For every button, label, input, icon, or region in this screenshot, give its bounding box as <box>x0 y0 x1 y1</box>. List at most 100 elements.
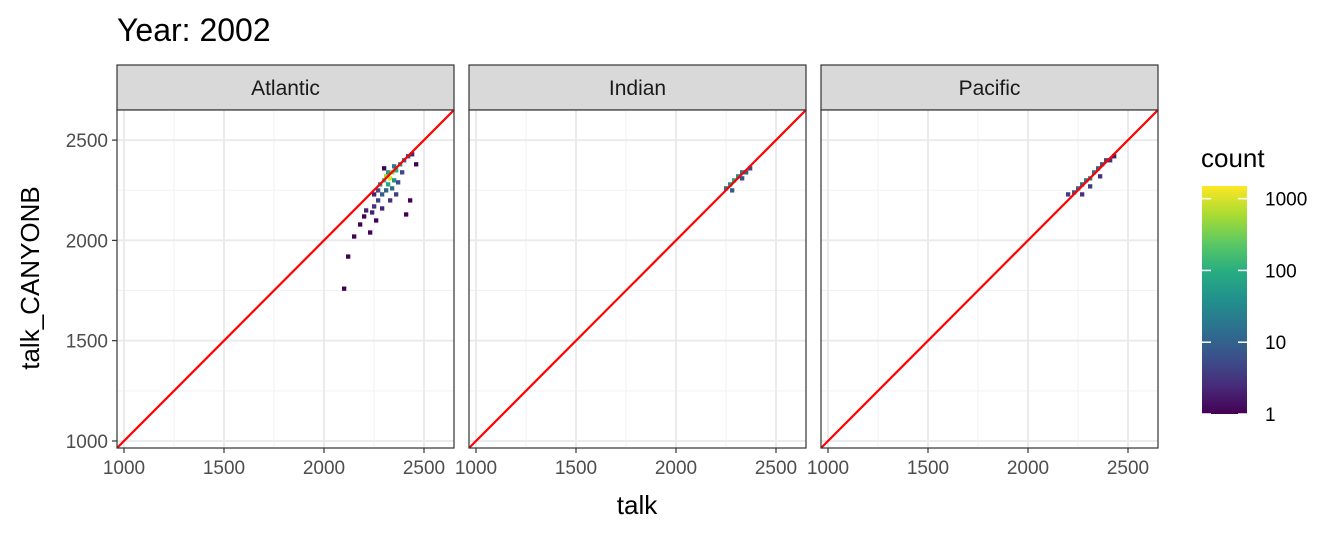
bin-cell <box>388 176 393 181</box>
bin-cell <box>730 188 735 193</box>
bin-cell <box>394 168 399 173</box>
panel-indian: Indian 1000 1500 2000 2500 <box>455 64 807 479</box>
panel-border <box>116 109 455 449</box>
x-tick-label: 1500 <box>203 458 245 479</box>
bin-cell <box>368 230 373 235</box>
bin-cell <box>364 208 369 213</box>
identity-line <box>821 110 1158 448</box>
bin-cell <box>376 188 381 193</box>
bin-cell <box>1066 192 1071 197</box>
y-tick-label: 2500 <box>66 131 108 152</box>
y-axis-title: talk_CANYONB <box>15 186 45 370</box>
bin-cell <box>748 166 753 171</box>
bin-cell <box>724 186 729 191</box>
y-tick-label: 2000 <box>66 231 108 252</box>
legend-title: count <box>1201 143 1265 173</box>
x-tick-label: 2000 <box>655 458 697 479</box>
y-tick-label: 1000 <box>66 432 108 453</box>
panel-border <box>820 109 1159 449</box>
legend-colorbar <box>1202 186 1247 414</box>
x-tick-label: 2500 <box>755 458 797 479</box>
bin-cell <box>384 174 389 179</box>
bin-cell <box>396 180 401 185</box>
bin-cell <box>370 210 375 215</box>
x-tick-label: 1500 <box>907 458 949 479</box>
bin-cell <box>1098 174 1103 179</box>
facet-panels: Atlantic 1000 1500 2000 2500 1000 1500 2000 2500… <box>66 64 1159 479</box>
bin-cell <box>408 198 413 203</box>
bin-cell <box>1072 190 1077 195</box>
bin-cell <box>358 222 363 227</box>
color-legend: count 1 10 100 1000 <box>1201 143 1307 426</box>
bin-cell <box>1112 154 1117 159</box>
bin-cell <box>1080 182 1085 187</box>
bin-cell <box>740 170 745 175</box>
bin-cell <box>342 286 347 291</box>
bin-cell <box>400 170 405 175</box>
bin-cell <box>392 178 397 183</box>
legend-tick-label: 100 <box>1265 261 1297 282</box>
x-tick-label: 2000 <box>1007 458 1049 479</box>
x-tick-label: 2500 <box>403 458 445 479</box>
y-tick-label: 1500 <box>66 332 108 353</box>
chart-title: Year: 2002 <box>117 12 271 48</box>
facet-label: Indian <box>609 77 666 100</box>
facet-label: Pacific <box>959 77 1021 100</box>
bin-cell <box>1084 178 1089 183</box>
x-axis-title: talk <box>617 490 658 520</box>
bin-cell <box>1108 158 1113 163</box>
bin-cell <box>386 170 391 175</box>
bin-cell <box>1096 166 1101 171</box>
bin-cell <box>404 212 409 217</box>
bin-cell <box>346 254 351 259</box>
legend-tick-label: 1000 <box>1265 190 1307 211</box>
bin-cell <box>388 198 393 203</box>
bin-cell <box>732 178 737 183</box>
panel-plot-area <box>117 110 454 448</box>
x-tick-label: 1000 <box>455 458 497 479</box>
bin-cell <box>380 192 385 197</box>
facet-strip <box>116 64 455 111</box>
identity-line <box>117 110 454 448</box>
bin-cell <box>386 182 391 187</box>
bin-cell <box>390 186 395 191</box>
panel-plot-area <box>469 110 806 448</box>
bin-cell <box>414 162 419 167</box>
bin-cell <box>392 164 397 169</box>
bin-cell <box>382 166 387 171</box>
bin-cell <box>740 176 745 181</box>
bin-cell <box>1088 184 1093 189</box>
bin-cell <box>352 234 357 239</box>
panel-atlantic: Atlantic 1000 1500 2000 2500 1000 1500 2000 2500 <box>66 64 455 479</box>
panel-border <box>468 109 807 449</box>
bin-cell <box>1104 158 1109 163</box>
x-tick-label: 1500 <box>555 458 597 479</box>
bin-cell <box>376 198 381 203</box>
facet-strip <box>820 64 1159 111</box>
bin-cell <box>1076 186 1081 191</box>
bin-cell <box>380 206 385 211</box>
bin-cell <box>1080 192 1085 197</box>
x-tick-label: 2000 <box>303 458 345 479</box>
bin-cell <box>1092 170 1097 175</box>
panel-plot-area <box>821 110 1158 448</box>
bin-cell <box>736 174 741 179</box>
bin-cell <box>394 192 399 197</box>
identity-line <box>469 110 806 448</box>
bin-cell <box>1100 162 1105 167</box>
x-tick-label: 1000 <box>103 458 145 479</box>
panel-pacific: Pacific 1000 1500 2000 2500 <box>807 64 1159 479</box>
legend-tick-label: 1 <box>1265 405 1276 426</box>
legend-tick-label: 10 <box>1265 333 1286 354</box>
bin-cell <box>384 188 389 193</box>
facet-label: Atlantic <box>251 77 320 100</box>
facet-strip <box>468 64 807 111</box>
bin-cell <box>374 218 379 223</box>
bin-cell <box>410 152 415 157</box>
legend-ticks: 1 10 100 1000 <box>1202 190 1307 426</box>
x-tick-label: 2500 <box>1107 458 1149 479</box>
bin-cell <box>728 182 733 187</box>
bin-cell <box>372 204 377 209</box>
bin-cell <box>362 214 367 219</box>
